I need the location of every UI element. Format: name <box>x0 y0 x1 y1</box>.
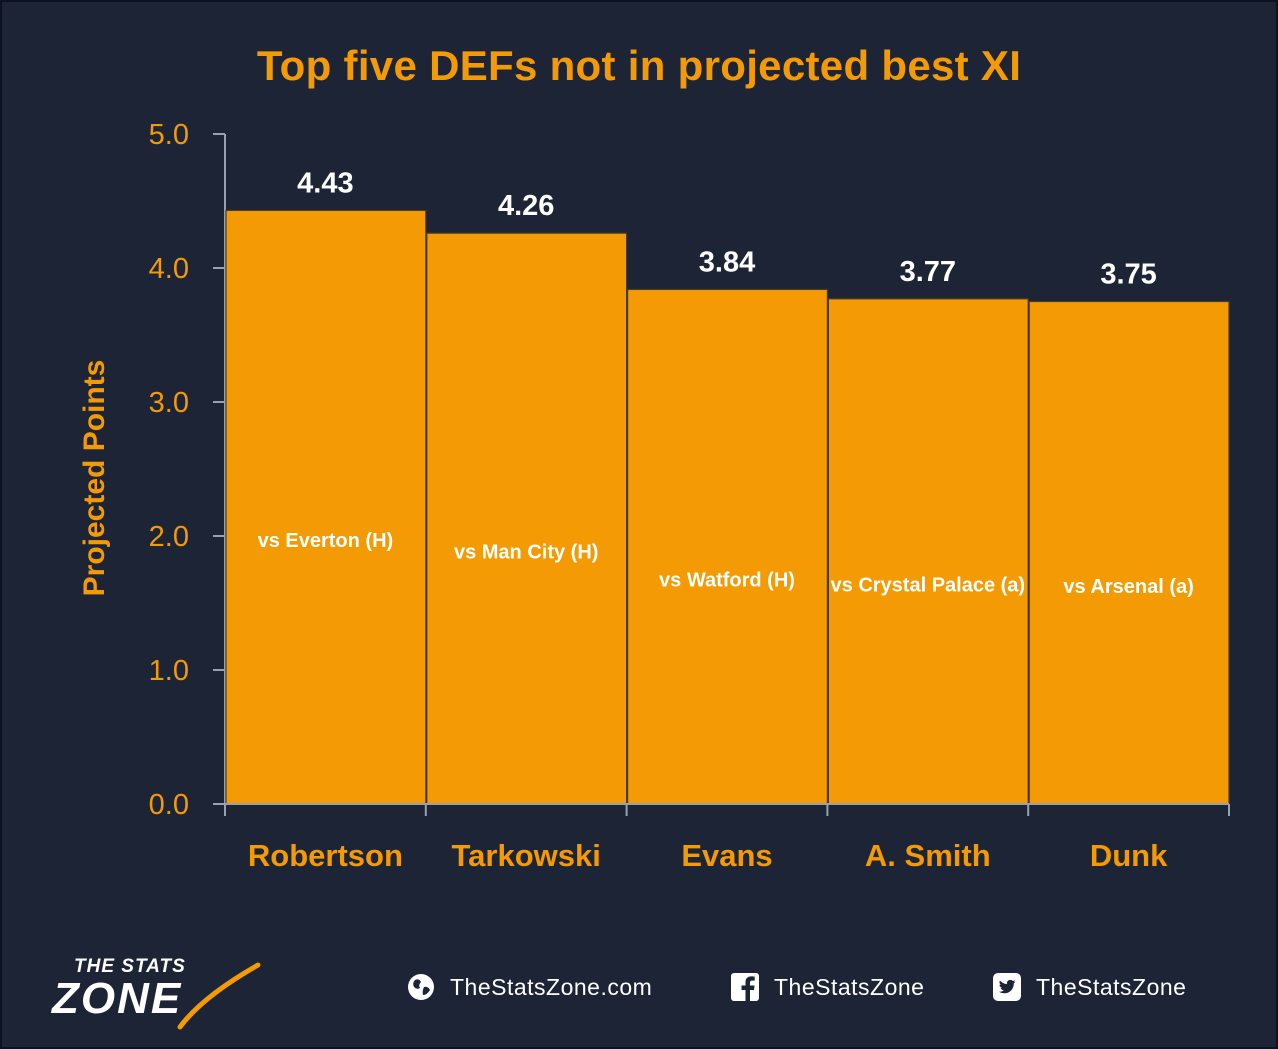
bar <box>827 298 1029 805</box>
x-tick-label: Evans <box>681 838 772 873</box>
x-tick-label: Robertson <box>248 838 403 873</box>
y-axis: 0.0 1.0 2.0 3.0 4.0 5.0 <box>149 119 226 821</box>
twitter-link[interactable]: TheStatsZone <box>992 972 1186 1002</box>
y-tick-label: 5.0 <box>149 119 189 151</box>
logo-text-bottom: ZONE <box>52 974 183 1023</box>
data-label: 3.84 <box>699 246 755 278</box>
y-tick-label: 3.0 <box>149 387 189 419</box>
logo-swoosh-icon <box>177 962 261 1030</box>
x-axis: Robertson Tarkowski Evans A. Smith Dunk <box>224 803 1230 873</box>
bar <box>1028 300 1230 805</box>
stats-zone-logo: THE STATS ZONE <box>52 956 272 1030</box>
data-label: 4.43 <box>297 167 353 199</box>
y-tick-label: 4.0 <box>149 253 189 285</box>
fixture-label: vs Man City (H) <box>454 542 598 564</box>
data-label: 4.26 <box>498 190 554 222</box>
bar <box>426 232 628 805</box>
y-tick-label: 1.0 <box>149 655 189 687</box>
footer: THE STATS ZONE TheStatsZone.com TheStats… <box>0 948 1278 1038</box>
website-link[interactable]: TheStatsZone.com <box>406 972 652 1002</box>
website-text: TheStatsZone.com <box>450 973 653 1000</box>
data-label: 3.77 <box>900 256 956 288</box>
y-tick-label: 2.0 <box>149 521 189 553</box>
x-tick-label: A. Smith <box>865 838 991 873</box>
fixture-label: vs Crystal Palace (a) <box>831 574 1026 596</box>
logo-text-top: THE STATS <box>74 956 186 977</box>
chart-title: Top five DEFs not in projected best XI <box>256 42 1022 89</box>
y-tick-label: 0.0 <box>149 789 189 821</box>
fixture-label: vs Everton (H) <box>258 530 394 552</box>
x-tick-label: Tarkowski <box>452 838 601 873</box>
twitter-icon <box>992 972 1022 1002</box>
x-tick-label: Dunk <box>1090 838 1168 873</box>
data-label: 3.75 <box>1100 259 1156 291</box>
twitter-text: TheStatsZone <box>1036 973 1187 1000</box>
bar <box>225 209 427 805</box>
globe-icon <box>406 972 436 1002</box>
fixture-label: vs Arsenal (a) <box>1063 576 1193 598</box>
bar <box>626 288 828 805</box>
bars: 4.43 vs Everton (H) 4.26 vs Man City (H) 3.8… <box>225 167 1230 805</box>
facebook-icon <box>730 972 760 1002</box>
facebook-link[interactable]: TheStatsZone <box>730 972 924 1002</box>
bar-chart: 0.0 1.0 2.0 3.0 4.0 5.0 4.43 vs Everton (H) 4.2… <box>78 119 1230 873</box>
y-axis-title: Projected Points <box>78 360 111 597</box>
fixture-label: vs Watford (H) <box>659 570 795 592</box>
facebook-text: TheStatsZone <box>774 973 925 1000</box>
